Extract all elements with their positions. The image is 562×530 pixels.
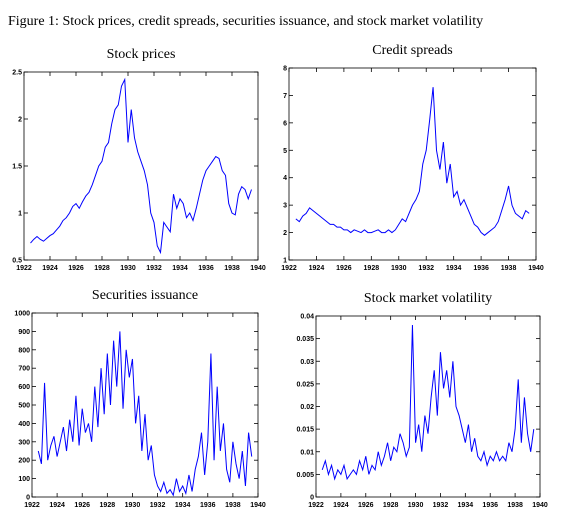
- y-tick-label: 0.5: [12, 258, 22, 265]
- x-tick-label: 1932: [150, 502, 166, 509]
- x-tick-label: 1928: [364, 265, 380, 272]
- x-tick-label: 1922: [24, 502, 40, 509]
- y-tick-label: 2.5: [12, 70, 22, 77]
- y-tick-label: 0.04: [300, 314, 314, 321]
- x-tick-label: 1938: [225, 502, 241, 509]
- x-tick-label: 1930: [408, 502, 424, 509]
- panel-title: Stock prices: [107, 47, 176, 62]
- x-tick-label: 1922: [308, 502, 324, 509]
- y-tick-label: 700: [18, 366, 30, 373]
- x-tick-label: 1934: [458, 502, 474, 509]
- y-tick-label: 1.5: [12, 164, 22, 171]
- y-tick-label: 8: [283, 66, 287, 73]
- y-tick-label: 300: [18, 439, 30, 446]
- y-tick-label: 2: [18, 117, 22, 124]
- data-line: [37, 331, 253, 497]
- y-tick-label: 1: [283, 258, 287, 265]
- x-tick-label: 1940: [528, 265, 544, 272]
- x-tick-label: 1938: [224, 265, 240, 272]
- x-tick-label: 1928: [94, 265, 110, 272]
- y-tick-label: 100: [18, 476, 30, 483]
- panel-title: Credit spreads: [372, 43, 452, 58]
- x-tick-label: 1936: [198, 265, 214, 272]
- x-tick-label: 1930: [391, 265, 407, 272]
- x-tick-label: 1930: [125, 502, 141, 509]
- x-tick-label: 1940: [532, 502, 548, 509]
- x-tick-label: 1938: [501, 265, 517, 272]
- x-tick-label: 1924: [333, 502, 349, 509]
- plot-frame: [31, 312, 259, 498]
- y-tick-label: 3: [283, 203, 287, 210]
- x-tick-label: 1934: [175, 502, 191, 509]
- x-tick-label: 1926: [68, 265, 84, 272]
- y-tick-label: 900: [18, 329, 30, 336]
- x-tick-label: 1934: [446, 265, 462, 272]
- x-tick-label: 1924: [42, 265, 58, 272]
- x-tick-label: 1938: [507, 502, 523, 509]
- y-tick-label: 0.015: [296, 427, 314, 434]
- plot-frame: [315, 315, 541, 498]
- x-tick-label: 1926: [74, 502, 90, 509]
- y-tick-label: 6: [283, 120, 287, 127]
- y-tick-label: 0.005: [296, 472, 314, 479]
- figure-title: Figure 1: Stock prices, credit spreads, …: [8, 14, 483, 29]
- y-tick-label: 1: [18, 211, 22, 218]
- x-tick-label: 1936: [482, 502, 498, 509]
- y-tick-label: 0.035: [296, 336, 314, 343]
- y-tick-label: 0.02: [300, 404, 314, 411]
- plot-frame: [288, 67, 537, 261]
- x-tick-label: 1932: [418, 265, 434, 272]
- x-tick-label: 1924: [309, 265, 325, 272]
- x-tick-label: 1924: [49, 502, 65, 509]
- data-line: [321, 325, 535, 481]
- y-tick-label: 0: [26, 495, 30, 502]
- y-tick-label: 600: [18, 384, 30, 391]
- y-tick-label: 200: [18, 458, 30, 465]
- x-tick-label: 1940: [250, 502, 266, 509]
- x-tick-label: 1928: [100, 502, 116, 509]
- x-tick-label: 1926: [336, 265, 352, 272]
- y-tick-label: 500: [18, 403, 30, 410]
- y-tick-label: 0.03: [300, 359, 314, 366]
- x-tick-label: 1922: [16, 265, 32, 272]
- data-line: [295, 87, 530, 236]
- y-tick-label: 4: [283, 175, 287, 182]
- y-tick-label: 7: [283, 93, 287, 100]
- panel-title: Stock market volatility: [364, 291, 492, 306]
- x-tick-label: 1932: [146, 265, 162, 272]
- y-tick-label: 400: [18, 421, 30, 428]
- data-line: [30, 77, 252, 255]
- y-tick-label: 1000: [14, 311, 30, 318]
- y-tick-label: 800: [18, 347, 30, 354]
- x-tick-label: 1928: [383, 502, 399, 509]
- x-tick-label: 1936: [473, 265, 489, 272]
- x-tick-label: 1926: [358, 502, 374, 509]
- x-tick-label: 1932: [433, 502, 449, 509]
- plot-frame: [23, 71, 259, 261]
- x-tick-label: 1922: [281, 265, 297, 272]
- panel-title: Securities issuance: [92, 288, 198, 303]
- x-tick-label: 1936: [200, 502, 216, 509]
- y-tick-label: 2: [283, 230, 287, 237]
- y-tick-label: 0.025: [296, 381, 314, 388]
- y-tick-label: 5: [283, 148, 287, 155]
- x-tick-label: 1930: [120, 265, 136, 272]
- y-tick-label: 0: [310, 495, 314, 502]
- x-tick-label: 1940: [250, 265, 266, 272]
- x-tick-label: 1934: [172, 265, 188, 272]
- y-tick-label: 0.01: [300, 449, 314, 456]
